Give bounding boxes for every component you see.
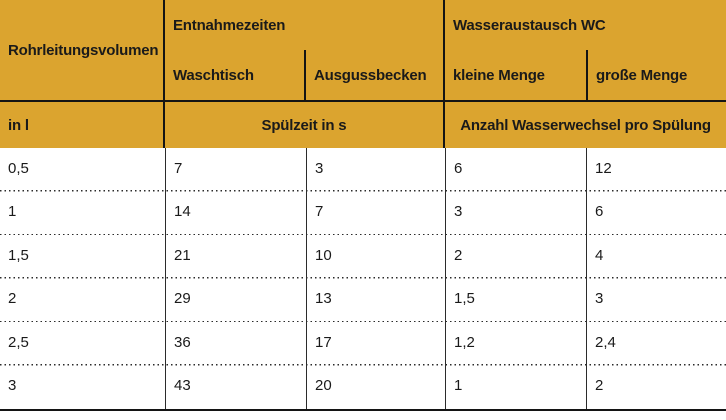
table-cell: 3 [445,191,586,235]
table-row: 3 43 20 1 2 [0,365,726,409]
header-group-entnahmezeiten: Entnahmezeiten [165,0,445,50]
table-cell: 10 [306,235,445,279]
table-cell: 12 [586,148,726,192]
table-row: 2 29 13 1,5 3 [0,278,726,322]
table-cell: 2 [8,290,17,308]
table-cell: 29 [165,278,306,322]
header-ausgussbecken: Ausgussbecken [304,50,445,100]
table-cell: 3 [586,278,726,322]
table-cell: 13 [306,278,445,322]
header-grosse-menge: große Menge [586,50,726,100]
table-cell: 2,4 [586,322,726,366]
table-cell: 1,5 [445,278,586,322]
table-cell: 2,5 [8,333,29,351]
unit-volume: in l [0,102,165,148]
header-waschtisch: Waschtisch [173,66,254,84]
table-cell: 43 [165,365,306,409]
table-header: Rohrleitungsvolumen Entnahmezeiten Wasse… [0,0,726,100]
header-rohrleitungsvolumen: Rohrleitungsvolumen [0,0,165,100]
table-row: 2,5 36 17 1,2 2,4 [0,322,726,366]
table-row: 1,5 21 10 2 4 [0,235,726,279]
units-row: in l Spülzeit in s Anzahl Wasserwechsel … [0,102,726,148]
table-cell: 4 [586,235,726,279]
table-cell: 1 [8,203,17,221]
unit-wasserwechsel: Anzahl Wasserwechsel pro Spülung [460,116,711,134]
table-cell: 6 [586,191,726,235]
header-kleine-menge: kleine Menge [453,66,545,84]
table-cell: 0,5 [8,159,29,177]
table-cell: 2 [445,235,586,279]
table-cell: 1,5 [8,246,29,264]
table-bottom-rule [0,409,726,411]
table-cell: 6 [445,148,586,192]
table-cell: 20 [306,365,445,409]
unit-spuelzeit: Spülzeit in s [165,102,445,148]
table-cell: 14 [165,191,306,235]
table-cell: 7 [306,191,445,235]
table-cell: 7 [165,148,306,192]
table-cell: 3 [306,148,445,192]
table-body: 0,5 7 3 6 12 1 14 7 3 6 1,5 21 10 2 4 2 … [0,148,726,409]
table-cell: 3 [8,377,17,395]
header-group-wasseraustausch-wc: Wasseraustausch WC [453,16,606,34]
table-cell: 21 [165,235,306,279]
header-divider-rule [0,100,726,102]
table-cell: 2 [586,365,726,409]
table-cell: 1 [445,365,586,409]
table-cell: 1,2 [445,322,586,366]
table-cell: 36 [165,322,306,366]
table-cell: 17 [306,322,445,366]
table-row: 0,5 7 3 6 12 [0,148,726,192]
table-row: 1 14 7 3 6 [0,191,726,235]
